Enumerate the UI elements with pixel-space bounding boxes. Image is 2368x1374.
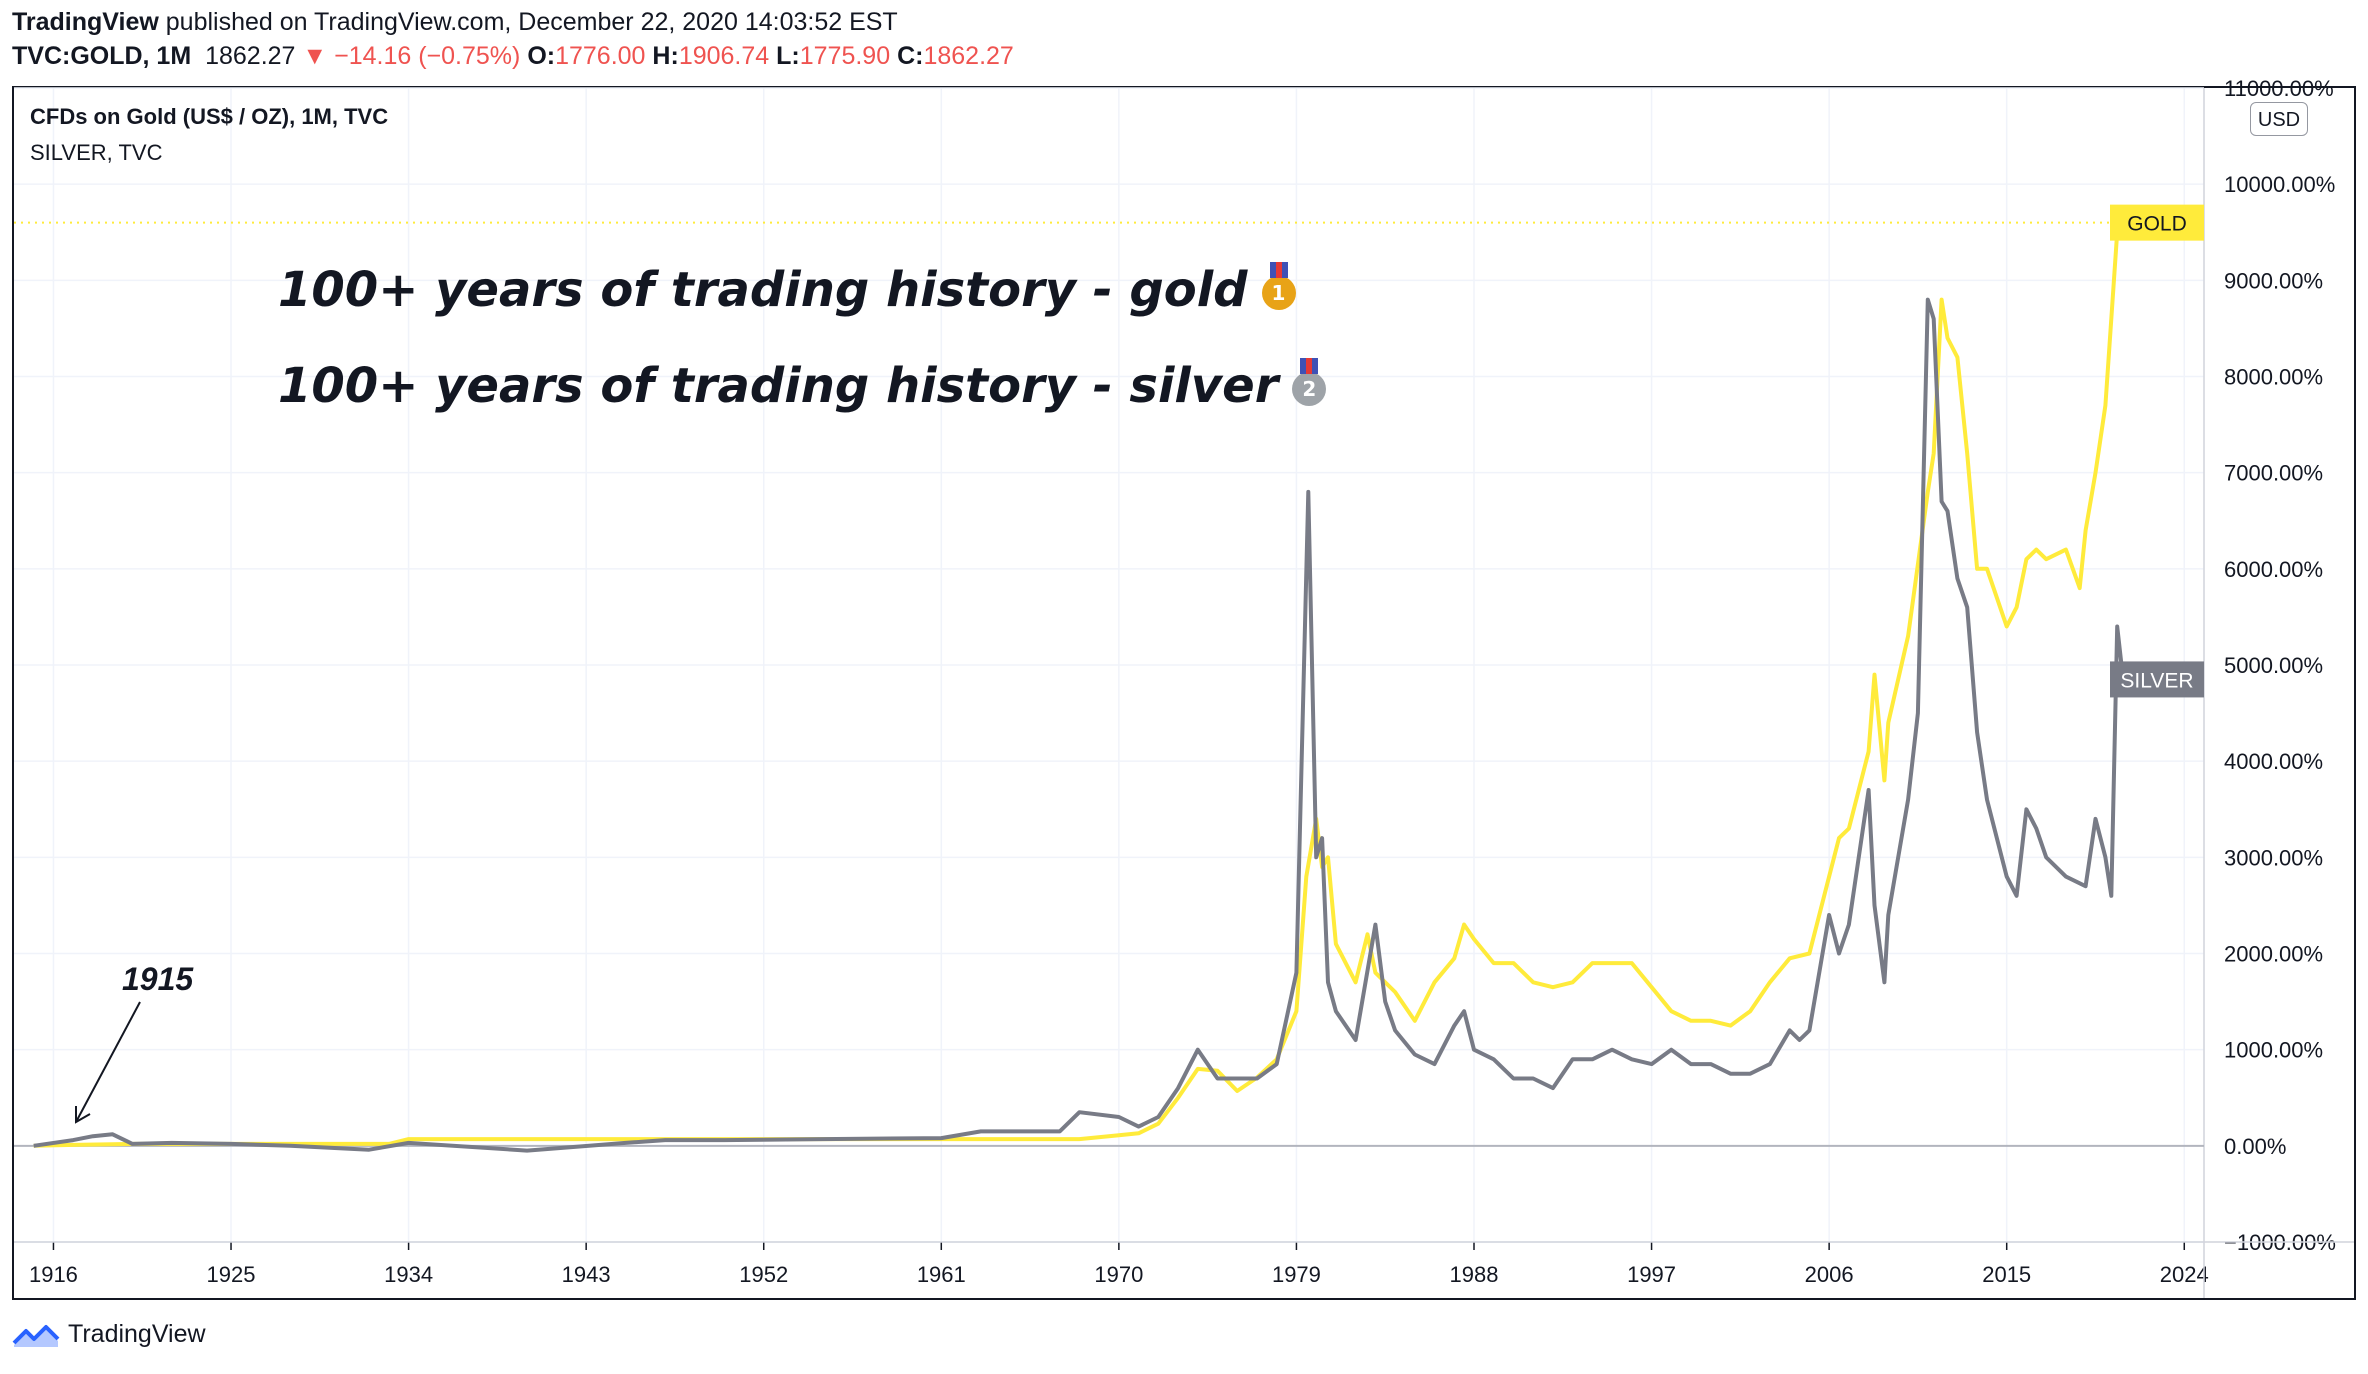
- close-value: 1862.27: [923, 42, 1014, 70]
- price-label-gold: GOLD: [2127, 213, 2187, 236]
- price-label-box-silver: [2110, 661, 2204, 698]
- x-tick-label: 1988: [1450, 1262, 1499, 1287]
- main-series-legend[interactable]: CFDs on Gold (US$ / OZ), 1M, TVC: [30, 104, 389, 129]
- silver-medal-icon: 2: [1292, 358, 1327, 406]
- tradingview-logo-icon: [12, 1324, 60, 1347]
- x-tick-label: 1943: [562, 1262, 611, 1287]
- down-arrow-icon: ▼: [302, 42, 328, 70]
- open-value: 1776.00: [555, 42, 646, 70]
- footer-brand-text: TradingView: [68, 1320, 206, 1348]
- y-tick-label: 6000.00%: [2224, 557, 2323, 582]
- x-tick-label: 1979: [1272, 1262, 1321, 1287]
- x-tick-label: 1925: [207, 1262, 256, 1287]
- silver-annotation-text: 100+ years of trading history - silver: [278, 358, 1279, 414]
- gold-annotation: 100+ years of trading history - gold 1: [278, 262, 1296, 318]
- publish-date-text: published on TradingView.com, December 2…: [158, 8, 898, 36]
- gold-medal-icon: 1: [1261, 262, 1296, 310]
- y-tick-label: 5000.00%: [2224, 653, 2323, 678]
- close-label: C:: [897, 42, 924, 70]
- price-change: −14.16 (−0.75%): [334, 42, 521, 70]
- chart-frame: [12, 86, 2356, 1300]
- x-tick-label: 2024: [2160, 1262, 2209, 1287]
- compare-series-legend[interactable]: SILVER, TVC: [30, 140, 163, 165]
- annotation-arrow: [75, 1001, 141, 1123]
- y-tick-label: 10000.00%: [2224, 172, 2335, 197]
- symbol-label: TVC:GOLD, 1M: [12, 42, 192, 70]
- gold-annotation-text: 100+ years of trading history - gold: [278, 262, 1248, 318]
- series-line-gold: [33, 221, 2125, 1148]
- y-tick-label: 1000.00%: [2224, 1038, 2323, 1063]
- footer-brand[interactable]: TradingView: [12, 1320, 206, 1349]
- x-tick-label: 1934: [384, 1262, 433, 1287]
- annotation-arrow-head: [75, 1106, 91, 1124]
- x-tick-label: 1961: [917, 1262, 966, 1287]
- x-tick-label: 2015: [1982, 1262, 2031, 1287]
- currency-button[interactable]: USD: [2250, 102, 2308, 136]
- y-tick-label: 11000.00%: [2224, 76, 2334, 101]
- last-price: 1862.27: [205, 42, 296, 70]
- publish-info: TradingView published on TradingView.com…: [12, 8, 898, 37]
- y-tick-label: 8000.00%: [2224, 365, 2323, 390]
- publisher-name: TradingView: [12, 8, 159, 36]
- price-label-silver: SILVER: [2120, 669, 2193, 692]
- high-label: H:: [652, 42, 679, 70]
- y-tick-label: 7000.00%: [2224, 461, 2323, 486]
- series-line-silver: [33, 297, 2126, 1153]
- y-tick-label: 0.00%: [2224, 1134, 2286, 1159]
- low-label: L:: [776, 42, 800, 70]
- silver-annotation: 100+ years of trading history - silver 2: [278, 358, 1327, 414]
- high-value: 1906.74: [678, 42, 770, 70]
- start-year-annotation: 1915: [122, 961, 194, 997]
- y-tick-label: 9000.00%: [2224, 268, 2323, 293]
- x-tick-label: 1952: [739, 1262, 788, 1287]
- y-tick-label: 4000.00%: [2224, 749, 2323, 774]
- price-label-box-gold: [2110, 204, 2204, 241]
- x-tick-label: 2006: [1805, 1262, 1854, 1287]
- x-tick-label: 1916: [29, 1262, 78, 1287]
- x-tick-label: 1970: [1094, 1262, 1143, 1287]
- low-value: 1775.90: [799, 42, 891, 70]
- x-tick-label: 1997: [1627, 1262, 1676, 1287]
- y-tick-label: 3000.00%: [2224, 845, 2323, 870]
- quote-line: TVC:GOLD, 1M 1862.27 ▼ −14.16 (−0.75%) O…: [12, 42, 1014, 71]
- open-label: O:: [527, 42, 556, 70]
- y-tick-label: 2000.00%: [2224, 942, 2323, 967]
